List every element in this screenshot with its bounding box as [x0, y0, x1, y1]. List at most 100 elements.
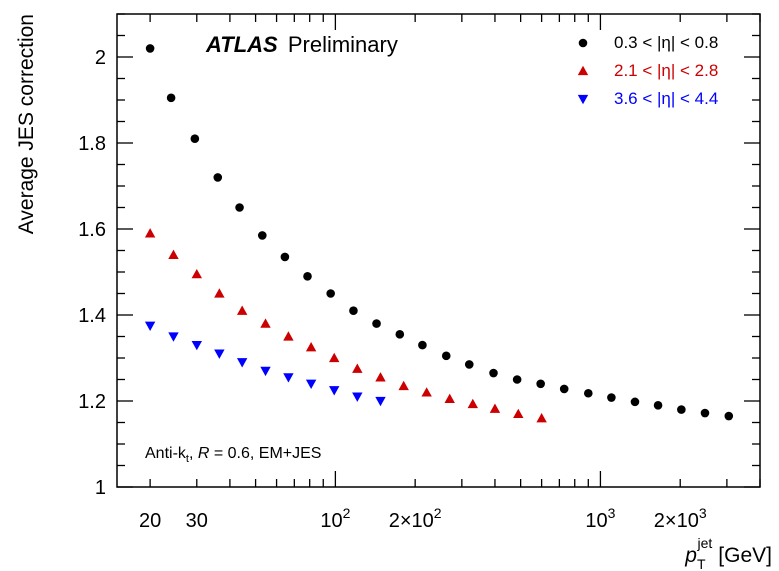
series-2: [144, 228, 547, 423]
x-tick-label-base: 2×10: [389, 510, 434, 532]
data-point: [168, 332, 179, 342]
data-point: [372, 319, 381, 328]
series-1: [145, 44, 734, 421]
x-tick-label-exponent: 3: [608, 505, 616, 521]
data-point: [144, 321, 156, 331]
data-point: [303, 272, 312, 281]
data-point: [305, 342, 317, 352]
data-point: [467, 398, 479, 409]
x-tick-label: 2×102: [389, 505, 442, 532]
x-tick-labels: 20 30 102 2×102 103 2×103: [139, 505, 707, 532]
data-point: [257, 231, 267, 240]
note-comma: ,: [189, 445, 198, 462]
x-tick-label: 30: [186, 510, 208, 532]
data-point: [398, 380, 409, 391]
data-point: [349, 306, 358, 316]
data-point: [191, 268, 202, 279]
data-point: [464, 360, 474, 369]
data-point: [489, 368, 498, 378]
y-tick-label: 1.4: [78, 305, 106, 327]
data-point: [630, 397, 640, 407]
data-point: [583, 388, 593, 398]
y-tick-label: 1: [95, 477, 106, 499]
data-point: [260, 366, 271, 377]
data-point: [395, 330, 405, 339]
note-sub: t: [186, 453, 189, 465]
series-3: [144, 321, 386, 407]
x-tick-label: 2×103: [654, 505, 707, 532]
data-point: [168, 249, 179, 259]
x-tick-label: 102: [320, 505, 350, 532]
x-axis-title-unit: [GeV]: [718, 544, 772, 567]
data-point: [190, 134, 200, 143]
x-axis-title-sup: jet: [697, 535, 713, 551]
data-point: [418, 340, 427, 350]
data-point: [441, 351, 451, 361]
y-tick-labels: 1 1.2 1.4 1.6 1.8 2: [78, 47, 106, 499]
x-tick-label-exponent: 2: [343, 505, 351, 521]
experiment-label: ATLAS Preliminary: [205, 32, 398, 57]
x-tick-label: 103: [585, 505, 615, 532]
data-point: [214, 288, 225, 298]
data-point: [145, 44, 155, 53]
data-point: [144, 228, 156, 238]
data-point: [236, 358, 248, 368]
data-point: [235, 203, 244, 212]
x-tick-label-base: 20: [139, 510, 161, 532]
y-tick-label: 1.6: [78, 219, 106, 241]
data-point: [700, 408, 710, 418]
data-point: [305, 379, 317, 389]
data-point: [489, 403, 501, 413]
note-prefix: Anti-k: [145, 445, 187, 462]
data-point: [326, 289, 335, 298]
y-axis-title: Average JES correction: [15, 14, 38, 234]
x-axis-title-sub: T: [697, 556, 706, 571]
data-point: [352, 363, 363, 373]
data-point: [166, 93, 176, 103]
data-point: [236, 305, 248, 315]
axis-ticks: [117, 13, 761, 488]
data-point: [724, 411, 734, 421]
data-point: [329, 352, 340, 363]
x-tick-label-exponent: 2: [434, 505, 442, 521]
x-axis-title: pTjet [GeV]: [684, 535, 772, 571]
x-tick-label-base: 30: [186, 510, 208, 532]
x-tick-label-base: 10: [585, 510, 607, 532]
jet-algorithm-note: Anti-kt, R = 0.6, EM+JES: [145, 445, 321, 465]
data-point: [375, 372, 386, 382]
atlas-logo-text: ATLAS: [205, 32, 278, 57]
legend-label: 2.1 < |η| < 2.8: [614, 61, 718, 80]
data-point: [607, 393, 616, 402]
data-point: [559, 384, 569, 394]
data-point: [536, 413, 547, 423]
data-point: [191, 340, 202, 351]
data-point: [352, 392, 363, 402]
legend-marker: [577, 94, 589, 105]
data-point: [513, 408, 524, 419]
status-label: Preliminary: [288, 32, 398, 57]
data-point: [280, 252, 290, 262]
data-point: [375, 396, 386, 407]
legend-marker: [578, 38, 588, 48]
x-tick-label-base: 10: [320, 510, 342, 532]
note-rest: = 0.6, EM+JES: [209, 445, 321, 462]
data-point: [260, 318, 271, 328]
y-tick-label: 1.8: [78, 133, 106, 155]
data-point: [677, 405, 686, 414]
data-point: [283, 373, 294, 383]
legend-label: 3.6 < |η| < 4.4: [614, 89, 718, 108]
data-point: [421, 387, 432, 397]
x-axis-title-symbol: p: [684, 544, 697, 567]
x-tick-label-exponent: 3: [699, 505, 707, 521]
data-point: [536, 379, 545, 389]
data-point: [444, 393, 455, 404]
data-point: [283, 331, 294, 341]
legend: 0.3 < |η| < 0.8 2.1 < |η| < 2.8 3.6 < |η| …: [577, 33, 718, 108]
note-r-symbol: R: [198, 445, 210, 462]
data-points: [144, 44, 734, 423]
y-tick-label: 1.2: [78, 391, 106, 413]
data-point: [329, 386, 340, 396]
data-point: [214, 349, 225, 359]
data-point: [512, 375, 522, 384]
